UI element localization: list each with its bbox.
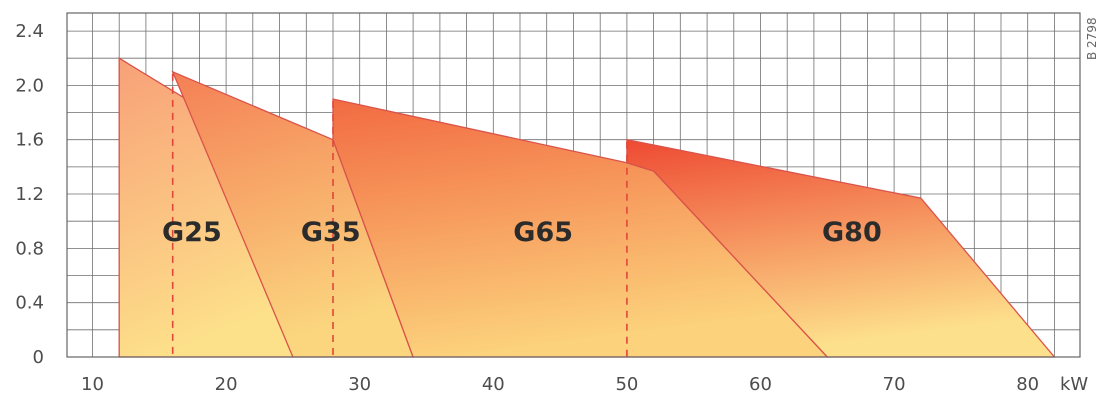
y-tick-2: 0.8 bbox=[15, 238, 44, 259]
label-g80: G80 bbox=[822, 217, 882, 248]
field-labels: G25 G35 G65 G80 bbox=[162, 217, 882, 248]
y-tick-3: 1.2 bbox=[15, 184, 44, 205]
side-code: B 2798 bbox=[1085, 17, 1098, 60]
x-tick-50: 50 bbox=[615, 374, 638, 395]
label-g35: G35 bbox=[301, 217, 361, 248]
x-tick-30: 30 bbox=[348, 374, 371, 395]
x-tick-40: 40 bbox=[482, 374, 505, 395]
label-g25: G25 bbox=[162, 217, 222, 248]
x-axis-ticks: 10 20 30 40 50 60 70 80 bbox=[81, 374, 1039, 395]
x-tick-70: 70 bbox=[883, 374, 906, 395]
y-tick-6: 2.4 bbox=[15, 21, 44, 42]
y-tick-4: 1.6 bbox=[15, 130, 44, 151]
y-tick-0: 0 bbox=[33, 347, 44, 368]
plot-frame bbox=[66, 12, 1081, 358]
y-tick-1: 0.4 bbox=[15, 293, 44, 314]
area-series bbox=[118, 57, 1056, 358]
dashed-lines bbox=[171, 73, 628, 357]
x-tick-60: 60 bbox=[749, 374, 772, 395]
label-g65: G65 bbox=[513, 217, 573, 248]
y-axis-ticks: 0 0.4 0.8 1.2 1.6 2.0 2.4 bbox=[15, 21, 44, 368]
x-tick-20: 20 bbox=[215, 374, 238, 395]
x-tick-80: 80 bbox=[1016, 374, 1039, 395]
y-tick-5: 2.0 bbox=[15, 75, 44, 96]
x-unit-label: kW bbox=[1060, 374, 1088, 395]
x-tick-10: 10 bbox=[81, 374, 104, 395]
